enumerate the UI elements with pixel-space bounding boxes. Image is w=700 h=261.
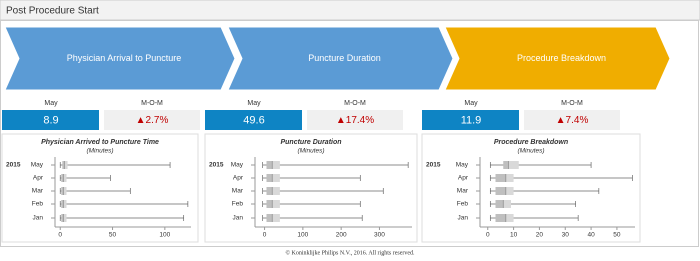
box-lower: [266, 214, 273, 222]
step-chevron: [4, 26, 236, 91]
kpi-value-box: [2, 110, 99, 130]
box-lower: [503, 161, 509, 169]
row-label: Jan: [233, 215, 244, 222]
step-label: Physician Arrival to Puncture: [67, 53, 182, 63]
box-lower: [266, 187, 273, 195]
box-upper: [505, 187, 514, 195]
year-label: 2015: [209, 162, 224, 169]
header-bar: [0, 0, 700, 21]
box-lower: [495, 214, 506, 222]
kpi-value: 8.9: [43, 114, 58, 126]
box-upper: [63, 174, 67, 182]
x-tick-label: 0: [58, 232, 62, 239]
box-lower: [495, 187, 506, 195]
box-upper: [508, 161, 519, 169]
x-tick-label: 300: [374, 232, 385, 239]
x-tick-label: 30: [562, 232, 570, 239]
step-chevron: [444, 26, 671, 91]
row-label: Mar: [32, 188, 44, 195]
x-tick-label: 0: [263, 232, 267, 239]
kpi-change: ▲17.4%: [336, 115, 374, 126]
chart-panel: [204, 133, 418, 243]
chart-panel: [421, 133, 641, 243]
row-label: Jan: [458, 215, 469, 222]
box-lower: [495, 200, 504, 208]
row-label: Mar: [232, 188, 244, 195]
x-tick-label: 10: [510, 232, 518, 239]
kpi-change-box: [307, 110, 403, 130]
box-upper: [63, 200, 67, 208]
kpi-value-box: [422, 110, 519, 130]
kpi-change-label: M-O-M: [344, 100, 366, 107]
chart-panel: [1, 133, 199, 243]
box-upper: [272, 161, 280, 169]
content-frame: [0, 20, 699, 247]
row-label: Feb: [32, 201, 44, 208]
box-upper: [63, 214, 67, 222]
box-upper: [503, 200, 511, 208]
box-lower: [62, 161, 65, 169]
year-label: 2015: [426, 162, 441, 169]
row-label: Jan: [33, 215, 44, 222]
chart-subtitle: (Minutes): [86, 148, 113, 155]
header-title: Post Procedure Start: [6, 6, 99, 17]
row-label: Apr: [233, 175, 244, 182]
box-lower: [61, 214, 64, 222]
kpi-change: ▲2.7%: [136, 115, 169, 126]
x-tick-label: 100: [297, 232, 308, 239]
step-label: Puncture Duration: [308, 53, 381, 63]
row-label: Feb: [232, 201, 244, 208]
box-upper: [272, 174, 280, 182]
kpi-period: May: [44, 100, 58, 107]
chart-title: Procedure Breakdown: [494, 139, 568, 146]
row-label: May: [231, 162, 244, 169]
row-label: May: [31, 162, 44, 169]
kpi-value: 11.9: [461, 114, 482, 126]
x-tick-label: 40: [587, 232, 595, 239]
kpi-value-box: [205, 110, 302, 130]
box-lower: [266, 200, 273, 208]
chart-title: Physician Arrived to Puncture Time: [41, 139, 159, 146]
box-upper: [272, 200, 280, 208]
chart-subtitle: (Minutes): [297, 148, 324, 155]
box-lower: [61, 174, 64, 182]
x-tick-label: 20: [536, 232, 544, 239]
box-upper: [505, 214, 514, 222]
box-upper: [272, 187, 280, 195]
chart-subtitle: (Minutes): [517, 148, 544, 155]
kpi-change-label: M-O-M: [141, 100, 163, 107]
x-tick-label: 100: [159, 232, 170, 239]
box-lower: [495, 174, 506, 182]
x-tick-label: 200: [336, 232, 347, 239]
row-label: May: [456, 162, 469, 169]
step-label: Procedure Breakdown: [517, 53, 606, 63]
box-lower: [266, 174, 273, 182]
kpi-period: May: [247, 100, 261, 107]
row-label: Apr: [458, 175, 469, 182]
kpi-change-box: [104, 110, 200, 130]
kpi-change-label: M-O-M: [561, 100, 583, 107]
box-upper: [64, 161, 68, 169]
kpi-change-box: [524, 110, 620, 130]
row-label: Mar: [457, 188, 469, 195]
kpi-value: 49.6: [243, 114, 264, 126]
chart-title: Puncture Duration: [280, 139, 341, 146]
x-tick-label: 50: [613, 232, 621, 239]
box-lower: [266, 161, 273, 169]
kpi-period: May: [464, 100, 478, 107]
box-lower: [61, 187, 64, 195]
kpi-change: ▲7.4%: [556, 115, 589, 126]
box-upper: [505, 174, 514, 182]
x-tick-label: 0: [486, 232, 490, 239]
footer: © Koninklijke Philips N.V., 2016. All ri…: [285, 249, 415, 256]
row-label: Apr: [33, 175, 44, 182]
box-lower: [61, 200, 64, 208]
x-tick-label: 50: [109, 232, 117, 239]
step-chevron: [227, 26, 454, 91]
box-upper: [63, 187, 67, 195]
box-upper: [272, 214, 280, 222]
row-label: Feb: [457, 201, 469, 208]
year-label: 2015: [6, 162, 21, 169]
